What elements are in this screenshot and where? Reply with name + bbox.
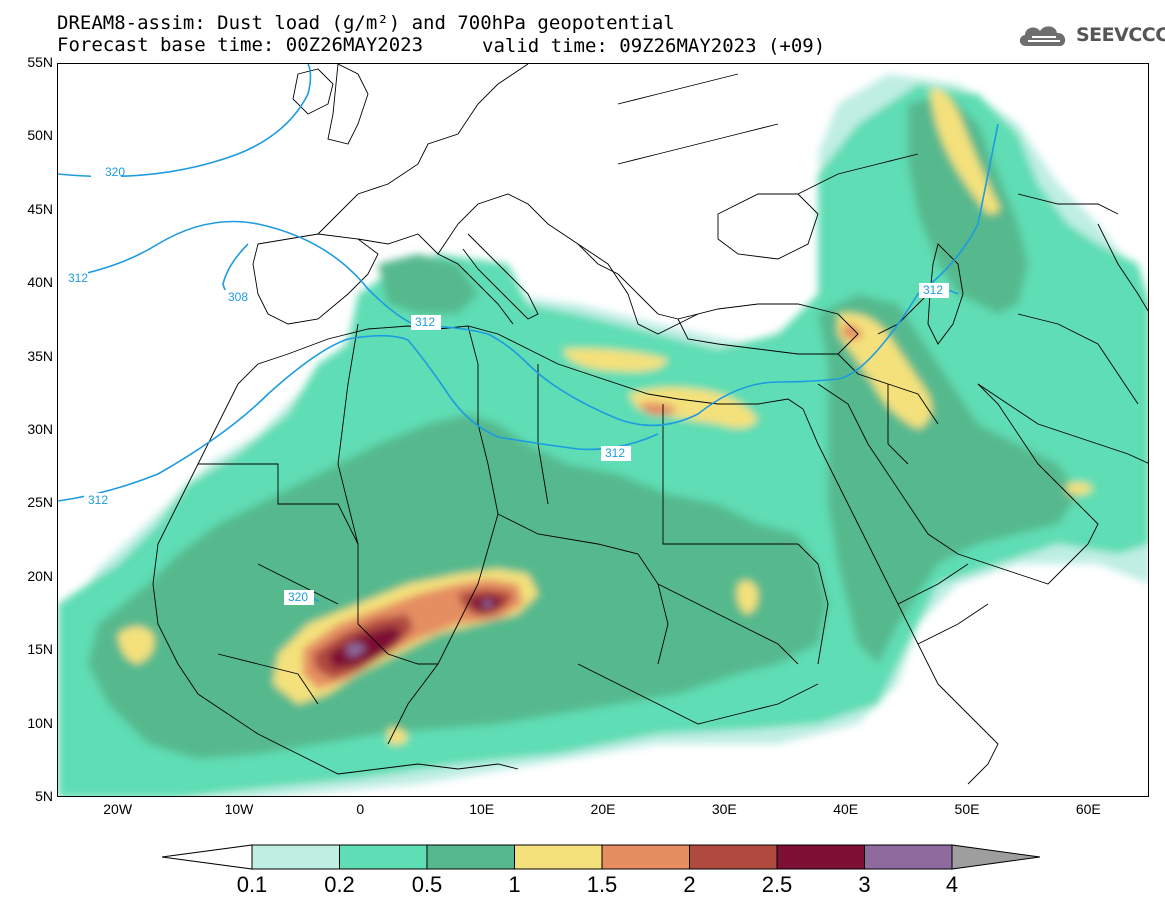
colorbar-level-label: 1.5 xyxy=(586,872,618,897)
latitude-label: 15N xyxy=(27,641,53,658)
contour-label: 312 xyxy=(415,315,435,329)
valid-time: valid time: 09Z26MAY2023 (+09) xyxy=(482,35,826,57)
dust-level-0.5 xyxy=(908,94,1028,314)
colorbar-box xyxy=(601,844,690,870)
latitude-label: 20N xyxy=(27,567,53,584)
longitude-label: 60E xyxy=(1075,801,1101,817)
dust-level-2.5 xyxy=(328,626,403,668)
dust-level-1.5 xyxy=(843,323,863,340)
colorbar-box xyxy=(251,844,340,870)
latitude-label: 25N xyxy=(27,494,53,511)
colorbar-level-label: 2 xyxy=(683,872,696,897)
contour-label: 312 xyxy=(68,271,88,285)
contour-label: 312 xyxy=(605,446,625,460)
country-borders xyxy=(152,64,1148,785)
latitude-label: 50N xyxy=(27,127,53,144)
dust-level-3 xyxy=(483,600,494,608)
contour-label: 320 xyxy=(105,165,125,179)
colorbar xyxy=(161,844,1041,870)
colorbar-level-label: 4 xyxy=(945,872,959,897)
dust-level-0.5 xyxy=(378,254,478,314)
colorbar-box xyxy=(339,844,428,870)
colorbar-boxes xyxy=(251,844,953,870)
contour-label: 312 xyxy=(923,283,943,297)
dust-level-1 xyxy=(388,727,408,745)
dust-level-1.5 xyxy=(638,402,678,416)
colorbar-level-label: 0.1 xyxy=(236,872,268,897)
latitude-label: 5N xyxy=(35,788,53,804)
dust-level-1 xyxy=(930,88,1000,214)
colorbar-box xyxy=(776,844,865,870)
longitude-label: 40E xyxy=(833,801,859,817)
colorbar-box xyxy=(426,844,515,870)
latitude-label: 55N xyxy=(27,54,53,70)
latitude-label: 35N xyxy=(27,347,53,364)
dust-level-1 xyxy=(628,387,758,428)
cloud-logo-icon xyxy=(1019,26,1066,46)
longitude-label: 20E xyxy=(590,801,616,817)
colorbar-box xyxy=(514,844,603,870)
latitude-label: 30N xyxy=(27,421,53,437)
dust-level-3 xyxy=(346,643,366,657)
dust-map: 320 312 308 312 312 312 312 320 xyxy=(57,63,1149,797)
dust-level-1 xyxy=(838,313,932,429)
dust-level-1 xyxy=(1066,482,1093,495)
colorbar-box xyxy=(864,844,953,870)
map-title: DREAM8-assim: Dust load (g/m²) and 700hP… xyxy=(57,12,675,34)
longitude-label: 20W xyxy=(103,801,133,817)
logo-text: SEEVCCC xyxy=(1076,24,1165,46)
dust-level-1 xyxy=(118,626,154,664)
colorbar-under-arrow xyxy=(161,844,253,870)
colorbar-level-label: 0.2 xyxy=(324,872,355,897)
colorbar-level-label: 0.5 xyxy=(411,872,443,897)
colorbar-level-label: 1 xyxy=(508,872,521,897)
latitude-label: 10N xyxy=(27,714,53,731)
colorbar-level-label: 2.5 xyxy=(761,872,793,897)
contour-label: 308 xyxy=(228,290,248,304)
contour-312-main xyxy=(58,123,999,427)
contour-320-north xyxy=(58,64,312,178)
dust-field xyxy=(58,74,1148,796)
latitude-label: 40N xyxy=(27,274,53,291)
colorbar-over-arrow xyxy=(951,844,1041,870)
forecast-base-time: Forecast base time: 00Z26MAY2023 xyxy=(57,34,424,56)
contour-label: 320 xyxy=(288,590,308,604)
longitude-label: 0 xyxy=(356,801,365,817)
longitude-label: 10E xyxy=(469,801,495,817)
colorbar-level-label: 3 xyxy=(858,872,871,897)
colorbar-box xyxy=(689,844,778,870)
seevccc-logo: SEEVCCC xyxy=(1016,22,1165,48)
contour-312-south xyxy=(58,334,409,502)
contour-labels: 320 312 308 312 312 312 312 320 xyxy=(58,165,949,605)
latitude-label: 45N xyxy=(27,200,53,217)
dust-level-1 xyxy=(737,580,758,614)
longitude-label: 50E xyxy=(954,801,980,817)
contour-label: 312 xyxy=(88,493,108,507)
longitude-label: 10W xyxy=(224,801,254,817)
longitude-label: 30E xyxy=(711,801,737,817)
dust-level-1 xyxy=(563,348,668,372)
